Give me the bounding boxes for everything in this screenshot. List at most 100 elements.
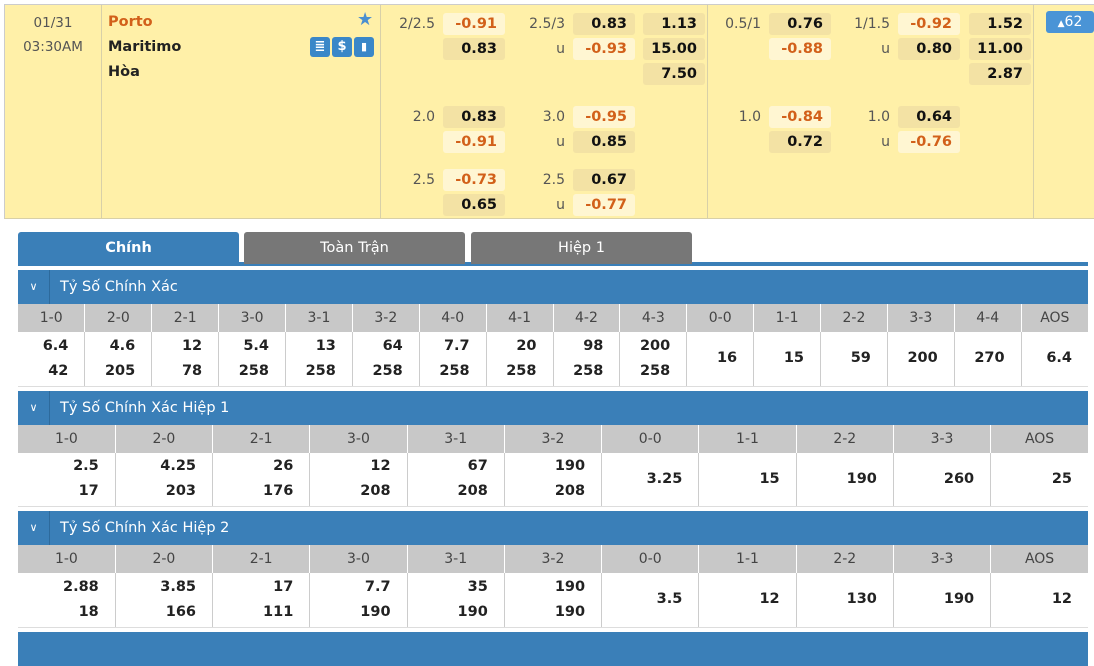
score-odds-cell[interactable]: 6.4 42 [18, 332, 86, 387]
score-odds-value[interactable]: 4.6 [109, 337, 136, 354]
score-odds-cell[interactable]: 16 [686, 332, 755, 387]
tab-first-half[interactable]: Hiệp 1 [471, 232, 692, 264]
score-odds-value[interactable]: 6.4 [1046, 350, 1072, 367]
score-odds-value[interactable]: 258 [639, 362, 671, 379]
score-odds-cell[interactable]: 4.25 203 [115, 452, 214, 507]
score-odds-cell[interactable]: 190 208 [504, 452, 603, 507]
score-odds-value[interactable]: 17 [78, 483, 99, 500]
score-odds-cell[interactable]: 4.6 205 [84, 332, 153, 387]
score-odds-value[interactable]: 258 [573, 362, 604, 379]
odds-cell[interactable]: -0.84 [769, 106, 831, 128]
score-odds-value[interactable]: 190 [457, 603, 488, 620]
tab-full-match[interactable]: Toàn Trận [244, 232, 465, 264]
score-odds-cell[interactable]: 190 190 [504, 573, 603, 628]
score-odds-cell[interactable]: 59 [820, 332, 888, 387]
odds-cell[interactable]: -0.77 [573, 194, 635, 216]
odds-cell[interactable]: 15.00 [643, 38, 705, 60]
score-odds-value[interactable]: 190 [943, 591, 975, 608]
score-odds-cell[interactable]: 15 [753, 332, 821, 387]
odds-cell[interactable]: 0.76 [769, 13, 831, 35]
score-odds-cell[interactable]: 6.4 [1021, 332, 1088, 387]
score-odds-value[interactable]: 98 [583, 337, 604, 354]
score-odds-value[interactable]: 15 [759, 470, 780, 487]
score-odds-cell[interactable]: 190 [893, 573, 992, 628]
score-odds-cell[interactable]: 3.25 [601, 452, 700, 507]
score-odds-cell[interactable]: 12 [990, 573, 1088, 628]
score-odds-cell[interactable]: 5.4 258 [218, 332, 286, 387]
score-odds-value[interactable]: 12 [181, 337, 203, 354]
score-odds-value[interactable]: 258 [439, 362, 470, 379]
score-odds-value[interactable]: 208 [457, 483, 488, 500]
score-odds-value[interactable]: 200 [639, 337, 671, 354]
odds-cell[interactable]: 0.85 [573, 131, 635, 153]
odds-cell[interactable]: 0.65 [443, 194, 505, 216]
score-odds-cell[interactable]: 25 [990, 452, 1088, 507]
away-team[interactable]: Maritimo [108, 39, 182, 55]
score-odds-value[interactable]: 12 [370, 458, 391, 475]
stats-icon[interactable]: ▮ [354, 37, 374, 57]
score-odds-value[interactable]: 258 [238, 362, 269, 379]
score-odds-cell[interactable]: 35 190 [407, 573, 505, 628]
score-odds-value[interactable]: 67 [467, 458, 488, 475]
score-odds-cell[interactable]: 15 [698, 452, 797, 507]
odds-cell[interactable]: -0.93 [573, 38, 635, 60]
score-odds-value[interactable]: 12 [1051, 591, 1072, 608]
score-odds-value[interactable]: 205 [104, 362, 136, 379]
score-odds-value[interactable]: 190 [554, 603, 586, 620]
score-odds-value[interactable]: 13 [315, 337, 336, 354]
score-odds-value[interactable]: 270 [974, 350, 1005, 367]
score-odds-value[interactable]: 258 [372, 362, 403, 379]
score-odds-value[interactable]: 258 [506, 362, 537, 379]
more-markets-button[interactable]: ▲62 [1046, 11, 1094, 33]
section-header[interactable]: ∨ Tỷ Số Chính Xác Hiệp 1 [18, 390, 1088, 425]
score-odds-value[interactable]: 190 [360, 603, 391, 620]
score-odds-cell[interactable]: 13 258 [285, 332, 353, 387]
odds-cell[interactable]: 1.52 [969, 13, 1031, 35]
score-odds-value[interactable]: 12 [759, 591, 780, 608]
score-odds-value[interactable]: 190 [846, 470, 877, 487]
score-odds-value[interactable]: 3.5 [656, 591, 683, 608]
odds-cell[interactable]: -0.76 [898, 131, 960, 153]
odds-cell[interactable]: -0.91 [443, 131, 505, 153]
score-odds-value[interactable]: 17 [273, 578, 294, 595]
score-odds-value[interactable]: 6.4 [42, 337, 69, 354]
score-odds-cell[interactable]: 12 78 [151, 332, 220, 387]
score-odds-cell[interactable]: 64 258 [352, 332, 420, 387]
section-header[interactable]: ∨ Tỷ Số Chính Xác Hiệp 2 [18, 511, 1088, 545]
odds-cell[interactable]: -0.92 [898, 13, 960, 35]
score-odds-value[interactable]: 2.88 [62, 578, 99, 595]
score-odds-value[interactable]: 3.25 [646, 470, 683, 487]
dollar-icon[interactable]: $ [332, 37, 352, 57]
score-odds-value[interactable]: 5.4 [243, 337, 269, 354]
score-odds-cell[interactable]: 2.5 17 [18, 452, 116, 507]
odds-cell[interactable]: 0.83 [443, 106, 505, 128]
odds-cell[interactable]: 7.50 [643, 63, 705, 85]
score-odds-value[interactable]: 166 [165, 603, 197, 620]
star-icon[interactable]: ★ [357, 9, 374, 30]
score-odds-cell[interactable]: 17 111 [212, 573, 311, 628]
score-odds-value[interactable]: 7.7 [443, 337, 470, 354]
score-odds-value[interactable]: 130 [846, 591, 877, 608]
odds-cell[interactable]: -0.88 [769, 38, 831, 60]
odds-cell[interactable]: 11.00 [969, 38, 1031, 60]
score-odds-cell[interactable]: 12 [698, 573, 797, 628]
score-odds-value[interactable]: 35 [467, 578, 488, 595]
score-odds-value[interactable]: 176 [263, 483, 294, 500]
score-odds-cell[interactable]: 200 [887, 332, 955, 387]
home-team[interactable]: Porto [108, 14, 153, 30]
odds-cell[interactable]: 0.67 [573, 169, 635, 191]
score-odds-cell[interactable]: 2.88 18 [18, 573, 116, 628]
tab-main[interactable]: Chính [18, 232, 239, 266]
score-odds-cell[interactable]: 3.85 166 [115, 573, 214, 628]
score-odds-cell[interactable]: 7.7 258 [419, 332, 487, 387]
score-odds-value[interactable]: 42 [48, 362, 69, 379]
score-odds-value[interactable]: 7.7 [364, 578, 391, 595]
score-odds-value[interactable]: 15 [783, 350, 804, 367]
odds-cell[interactable]: 0.83 [573, 13, 635, 35]
odds-cell[interactable]: -0.73 [443, 169, 505, 191]
score-odds-cell[interactable]: 3.5 [601, 573, 700, 628]
score-odds-cell[interactable]: 130 [796, 573, 894, 628]
odds-cell[interactable]: -0.91 [443, 13, 505, 35]
score-odds-value[interactable]: 16 [716, 350, 738, 367]
score-odds-cell[interactable]: 200 258 [619, 332, 688, 387]
